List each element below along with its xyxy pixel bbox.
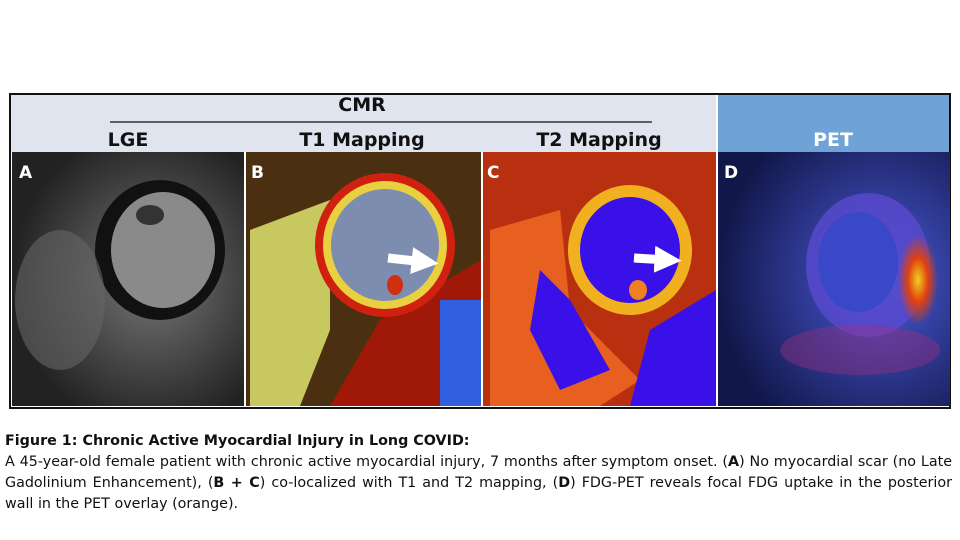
caption-run: ) FDG-PET reveals focal FDG uptake in th… bbox=[5, 475, 952, 512]
image-pet bbox=[718, 152, 950, 406]
caption-run: ) No myocardial scar (no Late Gadolinium… bbox=[5, 454, 953, 491]
caption-title: Figure 1: Chronic Active Myocardial Inju… bbox=[5, 433, 470, 449]
panel-letter: D bbox=[724, 163, 738, 183]
image-t1 bbox=[246, 152, 481, 406]
figure: CMR LGE T1 Mapping T2 Mapping PET A B C … bbox=[9, 93, 951, 409]
panel-title: T2 Mapping bbox=[536, 129, 661, 151]
header-bg bbox=[11, 95, 718, 152]
group-label: CMR bbox=[338, 94, 386, 116]
image-t2 bbox=[483, 152, 716, 406]
image-lge bbox=[12, 152, 244, 406]
panel-title: PET bbox=[813, 129, 853, 151]
panel-letter: C bbox=[487, 163, 499, 183]
pet-header-bg bbox=[718, 95, 949, 152]
caption-body: A 45-year-old female patient with chroni… bbox=[5, 452, 952, 515]
caption: Figure 1: Chronic Active Myocardial Inju… bbox=[5, 431, 952, 515]
caption-run: A 45-year-old female patient with chroni… bbox=[5, 454, 728, 470]
caption-run: A bbox=[728, 454, 740, 470]
panel-letter: A bbox=[19, 163, 33, 183]
panel-title: LGE bbox=[108, 129, 149, 151]
caption-run: D bbox=[558, 475, 571, 491]
caption-run: ) co-localized with T1 and T2 mapping, ( bbox=[259, 475, 559, 491]
panel-letter: B bbox=[251, 163, 264, 183]
panel-title: T1 Mapping bbox=[299, 129, 424, 151]
caption-run: B + C bbox=[213, 475, 260, 491]
